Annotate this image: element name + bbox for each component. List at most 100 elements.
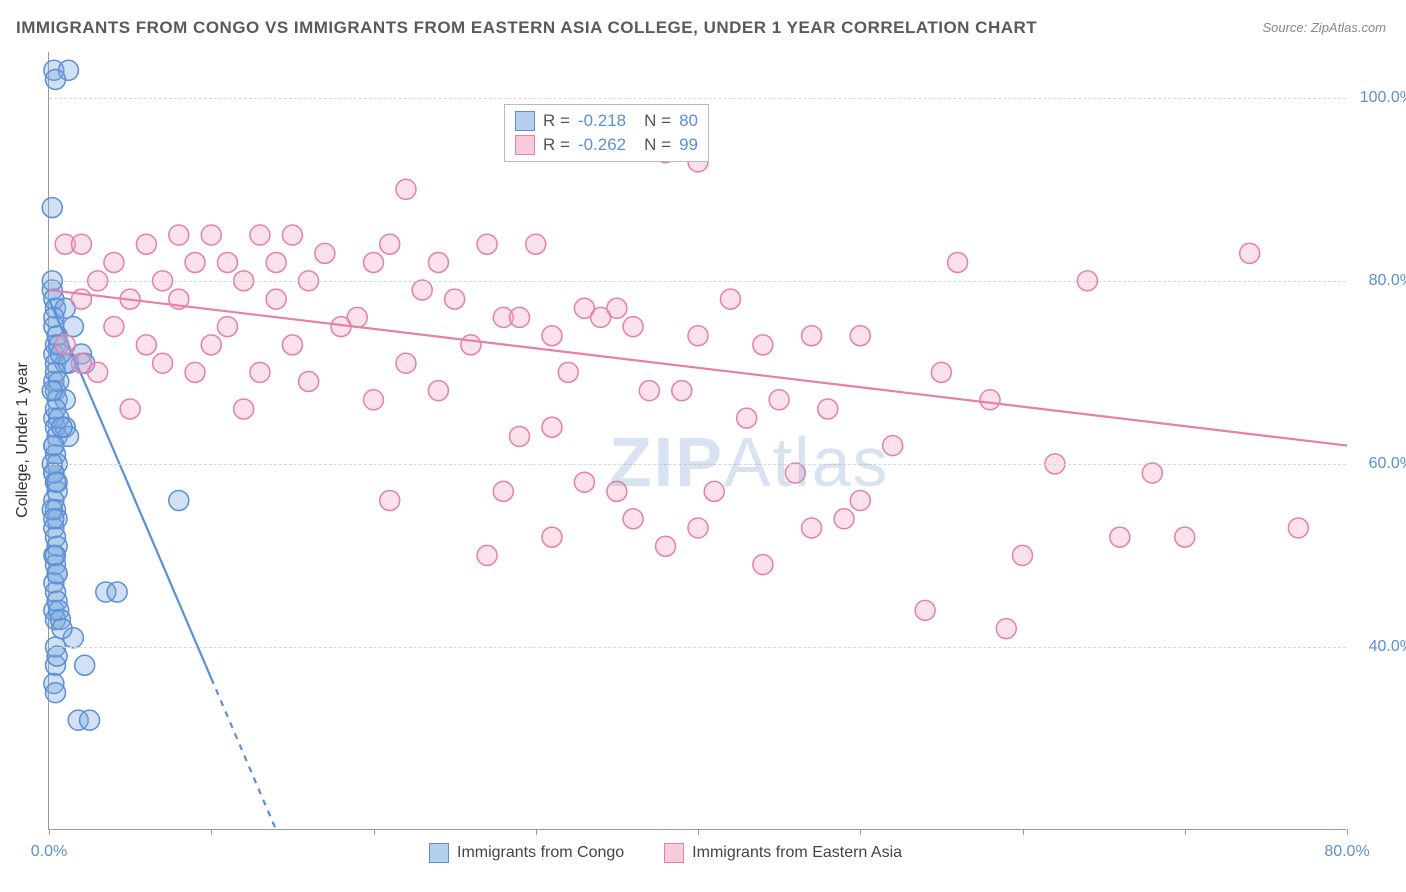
data-point (75, 655, 95, 675)
data-point (753, 335, 773, 355)
xtick (49, 829, 50, 835)
data-point (1240, 243, 1260, 263)
data-point (477, 234, 497, 254)
data-point (315, 243, 335, 263)
data-point (656, 536, 676, 556)
data-point (201, 225, 221, 245)
data-point (672, 381, 692, 401)
ytick-label: 80.0% (1369, 272, 1406, 290)
chart-plot-area: 40.0%60.0%80.0%100.0% 0.0%80.0% R = -0.2… (48, 52, 1346, 830)
data-point (1288, 518, 1308, 538)
data-point (47, 472, 67, 492)
data-point (428, 253, 448, 273)
legend-item-pink: Immigrants from Eastern Asia (664, 843, 902, 863)
data-point (769, 390, 789, 410)
xtick-label: 80.0% (1324, 843, 1369, 861)
ytick-label: 60.0% (1369, 455, 1406, 473)
swatch-blue-icon (515, 111, 535, 131)
data-point (185, 362, 205, 382)
y-axis-label: College, Under 1 year (14, 362, 32, 518)
data-point (574, 472, 594, 492)
data-point (250, 362, 270, 382)
data-point (45, 545, 65, 565)
data-point (623, 509, 643, 529)
data-point (234, 399, 254, 419)
stat-n-pink: 99 (679, 135, 698, 155)
data-point (136, 335, 156, 355)
data-point (948, 253, 968, 273)
data-point (380, 234, 400, 254)
xtick (1185, 829, 1186, 835)
ytick-label: 40.0% (1369, 638, 1406, 656)
data-point (753, 555, 773, 575)
stat-n-label-2: N = (644, 135, 671, 155)
data-point (44, 509, 64, 529)
data-point (47, 564, 67, 584)
data-point (623, 317, 643, 337)
data-point (915, 600, 935, 620)
stat-r-label: R = (543, 111, 570, 131)
data-point (169, 490, 189, 510)
data-point (802, 518, 822, 538)
stat-r-pink: -0.262 (578, 135, 626, 155)
data-point (120, 399, 140, 419)
data-point (720, 289, 740, 309)
data-point (364, 390, 384, 410)
data-point (704, 481, 724, 501)
data-point (47, 646, 67, 666)
data-point (542, 417, 562, 437)
gridline (49, 281, 1346, 282)
bottom-legend: Immigrants from Congo Immigrants from Ea… (429, 843, 902, 863)
data-point (526, 234, 546, 254)
swatch-pink-icon (515, 135, 535, 155)
data-point (364, 253, 384, 273)
data-point (104, 317, 124, 337)
scatter-svg (49, 52, 1346, 829)
data-point (461, 335, 481, 355)
data-point (996, 619, 1016, 639)
data-point (818, 399, 838, 419)
data-point (737, 408, 757, 428)
trendline (49, 299, 211, 678)
data-point (42, 381, 62, 401)
data-point (44, 436, 64, 456)
stats-row-blue: R = -0.218 N = 80 (515, 109, 698, 133)
data-point (931, 362, 951, 382)
data-point (850, 326, 870, 346)
data-point (107, 582, 127, 602)
data-point (834, 509, 854, 529)
data-point (299, 372, 319, 392)
xtick (374, 829, 375, 835)
data-point (282, 335, 302, 355)
data-point (45, 683, 65, 703)
legend-label-blue: Immigrants from Congo (457, 844, 624, 862)
data-point (396, 353, 416, 373)
data-point (591, 307, 611, 327)
data-point (510, 426, 530, 446)
data-point (980, 390, 1000, 410)
data-point (80, 710, 100, 730)
data-point (639, 381, 659, 401)
xtick-label: 0.0% (31, 843, 67, 861)
data-point (380, 490, 400, 510)
xtick (1023, 829, 1024, 835)
xtick (698, 829, 699, 835)
data-point (201, 335, 221, 355)
data-point (558, 362, 578, 382)
data-point (217, 317, 237, 337)
legend-swatch-pink-icon (664, 843, 684, 863)
data-point (282, 225, 302, 245)
trendline (49, 290, 1347, 446)
stats-legend-box: R = -0.218 N = 80 R = -0.262 N = 99 (504, 104, 709, 162)
data-point (688, 518, 708, 538)
data-point (493, 481, 513, 501)
data-point (412, 280, 432, 300)
xtick (536, 829, 537, 835)
legend-label-pink: Immigrants from Eastern Asia (692, 844, 902, 862)
stat-n-label: N = (644, 111, 671, 131)
ytick-label: 100.0% (1360, 89, 1406, 107)
data-point (542, 527, 562, 547)
data-point (45, 69, 65, 89)
data-point (104, 253, 124, 273)
data-point (396, 179, 416, 199)
